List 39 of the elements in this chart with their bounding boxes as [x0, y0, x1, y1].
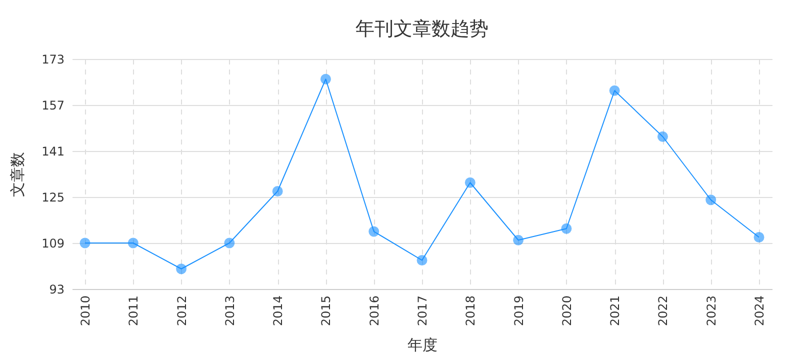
point [320, 74, 331, 84]
point [416, 255, 428, 266]
y-tick-label: 125 [42, 190, 64, 204]
point [706, 194, 716, 206]
x-tick-label: 2020 [560, 296, 574, 326]
y-tick-label: 173 [42, 52, 64, 66]
point [561, 223, 572, 234]
x-tick-label: 2010 [78, 296, 92, 326]
y-tick-label: 93 [49, 282, 64, 296]
x-tick-label: 2012 [174, 296, 189, 326]
point [224, 238, 235, 248]
point [609, 85, 620, 96]
x-tick-label: 2013 [222, 296, 237, 326]
y-tick-label: 109 [42, 236, 64, 250]
x-tick-label: 2015 [319, 296, 334, 326]
x-tick-label: 2023 [704, 296, 718, 326]
y-axis-title: 文章数 [8, 152, 27, 197]
x-tick-label: 2018 [464, 296, 478, 326]
point [657, 131, 668, 142]
point [754, 232, 764, 242]
point [176, 264, 187, 274]
x-tick-label: 2016 [367, 296, 382, 326]
point [272, 186, 283, 196]
point [513, 234, 524, 246]
x-axis-title: 年度 [408, 336, 438, 354]
point [464, 177, 476, 188]
x-tick-label: 2019 [512, 296, 526, 326]
x-tick-label: 2022 [656, 296, 670, 326]
point [368, 226, 380, 237]
x-tick-label: 2017 [416, 296, 430, 326]
x-tick-label: 2014 [271, 296, 286, 326]
y-tick-label: 157 [42, 98, 64, 112]
chart-title: 年刊文章数趋势 [356, 18, 488, 40]
point [128, 238, 138, 248]
x-tick-label: 2011 [126, 296, 141, 326]
point [80, 238, 90, 248]
x-tick-label: 2021 [608, 296, 622, 326]
x-tick-label: 2024 [752, 296, 766, 326]
y-tick-label: 141 [42, 144, 64, 158]
